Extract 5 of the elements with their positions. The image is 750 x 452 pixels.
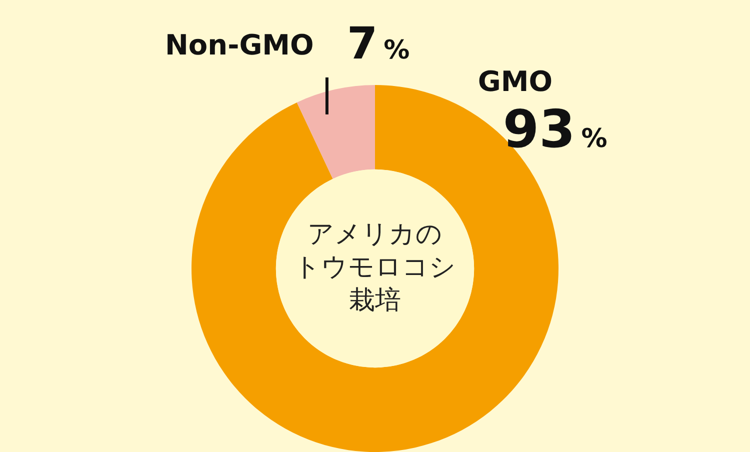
data-label: 93% [502, 100, 608, 160]
text: アメリカのトウモロコシ栽培 [294, 219, 456, 316]
data-label: 7% [346, 18, 410, 70]
slice-label: Non-GMO [164, 28, 314, 62]
slice-label: GMO [478, 65, 553, 98]
